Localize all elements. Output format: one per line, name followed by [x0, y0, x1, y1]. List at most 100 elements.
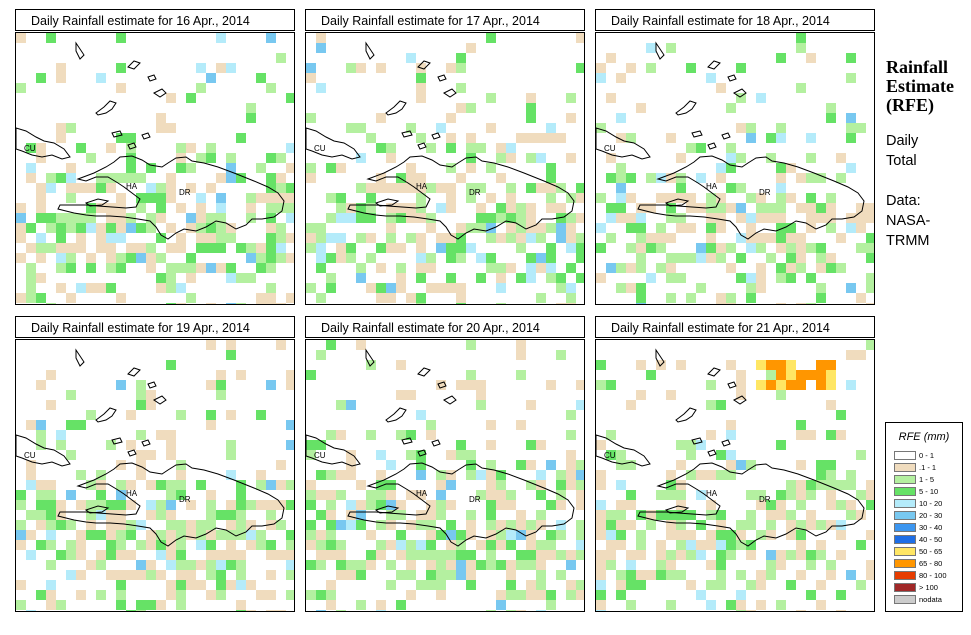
rainfall-cell — [196, 520, 206, 530]
rainfall-cell — [506, 143, 516, 153]
panel-title: Daily Rainfall estimate for 18 Apr., 201… — [595, 9, 875, 31]
rainfall-cell — [826, 103, 836, 113]
rainfall-cell — [566, 233, 576, 243]
rainfall-cell — [776, 263, 786, 273]
rainfall-cell — [366, 430, 376, 440]
coastline — [84, 198, 110, 207]
coastline — [84, 505, 110, 514]
rainfall-cell — [676, 360, 686, 370]
rainfall-cell — [76, 213, 86, 223]
rainfall-cell — [796, 540, 806, 550]
coastline — [733, 395, 747, 405]
rainfall-cell — [246, 540, 256, 550]
coastline — [147, 74, 157, 82]
rainfall-cell — [116, 173, 126, 183]
rainfall-cell — [596, 550, 606, 560]
rainfall-cell — [266, 570, 276, 580]
rainfall-cell — [726, 450, 736, 460]
rainfall-cell — [336, 540, 346, 550]
rainfall-cell — [286, 370, 294, 380]
rainfall-cell — [46, 370, 56, 380]
rainfall-cell — [726, 540, 736, 550]
rainfall-cell — [676, 570, 686, 580]
rainfall-cell — [136, 380, 146, 390]
rainfall-cell — [686, 450, 696, 460]
rainfall-cell — [216, 33, 226, 43]
rainfall-cell — [646, 370, 656, 380]
rainfall-cell — [326, 283, 336, 293]
rainfall-cell — [746, 490, 756, 500]
rainfall-cell — [786, 263, 796, 273]
rainfall-cell — [556, 480, 566, 490]
rainfall-cell — [266, 540, 276, 550]
source-line-2: TRMM — [886, 233, 930, 249]
rainfall-cell — [666, 560, 676, 570]
rainfall-cell — [66, 213, 76, 223]
rainfall-cell — [316, 83, 326, 93]
rainfall-cell — [516, 223, 526, 233]
legend-item: 1 - 5 — [894, 475, 960, 485]
rainfall-cell — [536, 233, 546, 243]
rainfall-cell — [776, 223, 786, 233]
rainfall-cell — [316, 540, 326, 550]
rainfall-cell — [486, 530, 496, 540]
rainfall-cell — [76, 143, 86, 153]
rainfall-cell — [266, 293, 276, 303]
rainfall-cell — [466, 470, 476, 480]
rainfall-cell — [866, 490, 874, 500]
rainfall-cell — [486, 33, 496, 43]
rainfall-cell — [306, 590, 316, 600]
rainfall-cell — [646, 63, 656, 73]
rainfall-cell — [56, 223, 66, 233]
legend-label: .1 - 1 — [919, 463, 937, 472]
rainfall-cell — [446, 113, 456, 123]
rainfall-cell — [176, 283, 186, 293]
rainfall-cell — [226, 273, 236, 283]
rainfall-cell — [716, 580, 726, 590]
rainfall-cell — [316, 43, 326, 53]
rainfall-cell — [176, 570, 186, 580]
rainfall-cell — [306, 283, 316, 293]
rainfall-cell — [636, 570, 646, 580]
coastline — [721, 439, 731, 447]
rainfall-cell — [196, 223, 206, 233]
rainfall-cell — [836, 173, 846, 183]
coastline — [707, 60, 721, 70]
rainfall-cell — [596, 530, 606, 540]
rainfall-cell — [276, 173, 286, 183]
rainfall-cell — [386, 490, 396, 500]
rainfall-cell — [396, 570, 406, 580]
rainfall-cell — [126, 153, 136, 163]
rainfall-cell — [356, 510, 366, 520]
rainfall-cell — [126, 243, 136, 253]
legend-label: 5 - 10 — [919, 487, 939, 496]
coastline — [306, 127, 361, 160]
rainfall-cell — [806, 430, 816, 440]
rainfall-cell — [606, 380, 616, 390]
rainfall-cell — [626, 580, 636, 590]
rainfall-cell — [226, 510, 236, 520]
rainfall-cell — [216, 550, 226, 560]
rainfall-cell — [656, 193, 666, 203]
rainfall-cell — [116, 500, 126, 510]
rainfall-cell — [206, 490, 216, 500]
rainfall-cell — [206, 303, 216, 304]
rainfall-cell — [286, 213, 294, 223]
rainfall-cell — [346, 253, 356, 263]
rainfall-cell — [506, 570, 516, 580]
rainfall-cell — [466, 450, 476, 460]
rainfall-cell — [56, 243, 66, 253]
legend-swatch — [894, 487, 916, 496]
rainfall-cell — [516, 370, 526, 380]
rainfall-map: CU HA DR — [305, 339, 585, 612]
rainfall-cell — [746, 223, 756, 233]
rainfall-cell — [406, 163, 416, 173]
rainfall-cell — [526, 133, 536, 143]
rainfall-cell — [276, 460, 286, 470]
rainfall-cell — [816, 540, 826, 550]
rainfall-cell — [656, 570, 666, 580]
rainfall-cell — [46, 590, 56, 600]
rainfall-cell — [616, 133, 626, 143]
rainfall-cell — [516, 203, 526, 213]
rainfall-cell — [326, 550, 336, 560]
